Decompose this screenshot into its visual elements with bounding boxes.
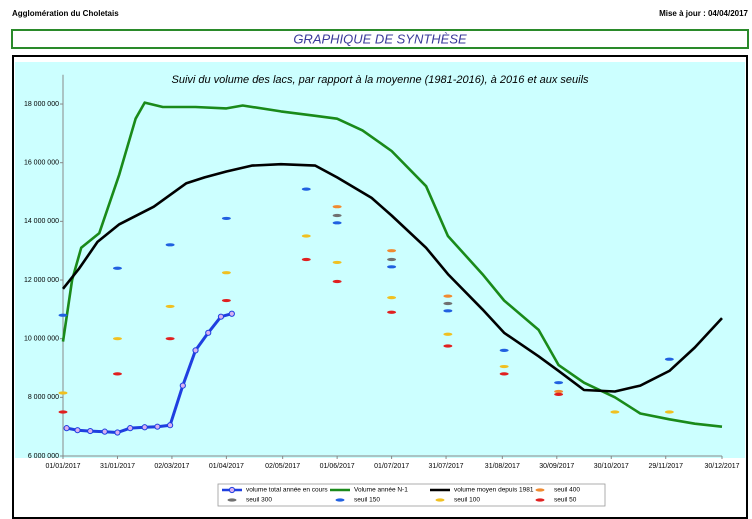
legend-label: seuil 50 xyxy=(554,497,577,504)
y-tick-label: 6 000 000 xyxy=(28,453,59,460)
data-point xyxy=(167,422,174,429)
legend-label: volume total année en cours xyxy=(246,487,328,494)
data-point xyxy=(301,234,311,238)
x-tick-label: 30/10/2017 xyxy=(594,463,629,470)
data-point xyxy=(332,213,342,218)
data-point xyxy=(205,329,212,336)
legend-box xyxy=(217,483,606,507)
legend-label: Volume année N-1 xyxy=(354,487,408,494)
y-tick-label: 10 000 000 xyxy=(24,336,59,343)
data-point xyxy=(221,298,231,303)
data-point xyxy=(192,347,199,354)
section-box xyxy=(11,29,749,49)
data-point xyxy=(228,310,235,317)
data-point xyxy=(443,332,453,336)
legend-marker xyxy=(335,498,345,502)
data-point xyxy=(610,410,620,414)
data-point xyxy=(217,313,225,320)
data-point xyxy=(74,427,81,434)
data-point xyxy=(58,391,68,395)
x-tick-label: 29/11/2017 xyxy=(648,463,683,470)
data-point xyxy=(387,249,397,253)
data-point xyxy=(63,425,70,432)
legend-marker xyxy=(535,498,545,502)
data-point xyxy=(114,429,121,436)
x-tick-label: 01/06/2017 xyxy=(320,463,355,470)
legend-label: seuil 400 xyxy=(554,487,580,494)
data-point xyxy=(332,205,342,209)
legend-label: seuil 150 xyxy=(354,497,380,504)
data-point xyxy=(443,344,453,348)
legend-marker xyxy=(227,498,237,502)
x-tick-label: 01/01/2017 xyxy=(45,463,80,470)
data-point xyxy=(112,266,122,270)
data-point xyxy=(387,257,397,262)
data-point xyxy=(221,216,231,221)
y-tick-label: 18 000 000 xyxy=(24,101,59,108)
data-point xyxy=(154,423,161,430)
plot-background xyxy=(15,62,745,458)
data-point xyxy=(301,187,311,191)
legend-label: volume moyen depuis 1981 xyxy=(454,487,534,494)
data-point xyxy=(664,410,674,414)
y-tick-label: 14 000 000 xyxy=(24,218,59,225)
x-tick-label: 01/04/2017 xyxy=(209,463,244,470)
data-point xyxy=(301,257,311,262)
x-tick-label: 30/12/2017 xyxy=(704,463,739,470)
legend-marker xyxy=(228,486,236,494)
data-point xyxy=(443,301,453,306)
data-point xyxy=(332,221,342,225)
legend-marker xyxy=(535,488,545,492)
data-point xyxy=(499,372,509,376)
data-point xyxy=(127,425,134,432)
data-point xyxy=(499,364,509,369)
data-point xyxy=(141,424,148,431)
data-point xyxy=(443,309,453,313)
data-point xyxy=(112,372,122,376)
data-point xyxy=(443,294,453,298)
x-tick-label: 31/07/2017 xyxy=(429,463,464,470)
data-point xyxy=(221,271,231,275)
data-point xyxy=(554,392,564,397)
data-point xyxy=(112,337,122,341)
x-tick-label: 31/08/2017 xyxy=(485,463,520,470)
data-point xyxy=(165,243,175,247)
series-line xyxy=(61,162,723,393)
legend-marker xyxy=(435,498,445,502)
y-tick-label: 16 000 000 xyxy=(24,160,59,167)
x-tick-label: 30/09/2017 xyxy=(539,463,574,470)
data-point xyxy=(179,382,186,389)
section-title: GRAPHIQUE DE SYNTHÈSE xyxy=(293,31,467,46)
data-point xyxy=(499,348,509,353)
data-point xyxy=(387,310,397,314)
data-point xyxy=(387,265,397,269)
x-tick-label: 02/03/2017 xyxy=(154,463,189,470)
data-point xyxy=(664,357,674,361)
data-point xyxy=(554,389,564,394)
data-point xyxy=(332,260,342,265)
data-point xyxy=(387,296,397,300)
data-point xyxy=(101,428,108,435)
data-point xyxy=(58,410,68,414)
update-date: Mise à jour : 04/04/2017 xyxy=(659,9,748,18)
data-point xyxy=(554,381,564,385)
x-tick-label: 31/01/2017 xyxy=(100,463,135,470)
data-point xyxy=(87,427,94,435)
y-tick-label: 12 000 000 xyxy=(24,277,59,284)
y-tick-label: 8 000 000 xyxy=(28,394,59,401)
x-tick-label: 01/07/2017 xyxy=(374,463,409,470)
data-point xyxy=(165,304,175,309)
data-point xyxy=(58,313,68,317)
chart-title: Suivi du volume des lacs, par rapport à … xyxy=(171,74,589,86)
org-name: Agglomération du Choletais xyxy=(12,9,119,18)
data-point xyxy=(165,337,175,341)
legend-label: seuil 300 xyxy=(246,497,272,504)
data-point xyxy=(332,279,342,284)
legend-label: seuil 100 xyxy=(454,497,480,504)
x-tick-label: 02/05/2017 xyxy=(265,463,300,470)
